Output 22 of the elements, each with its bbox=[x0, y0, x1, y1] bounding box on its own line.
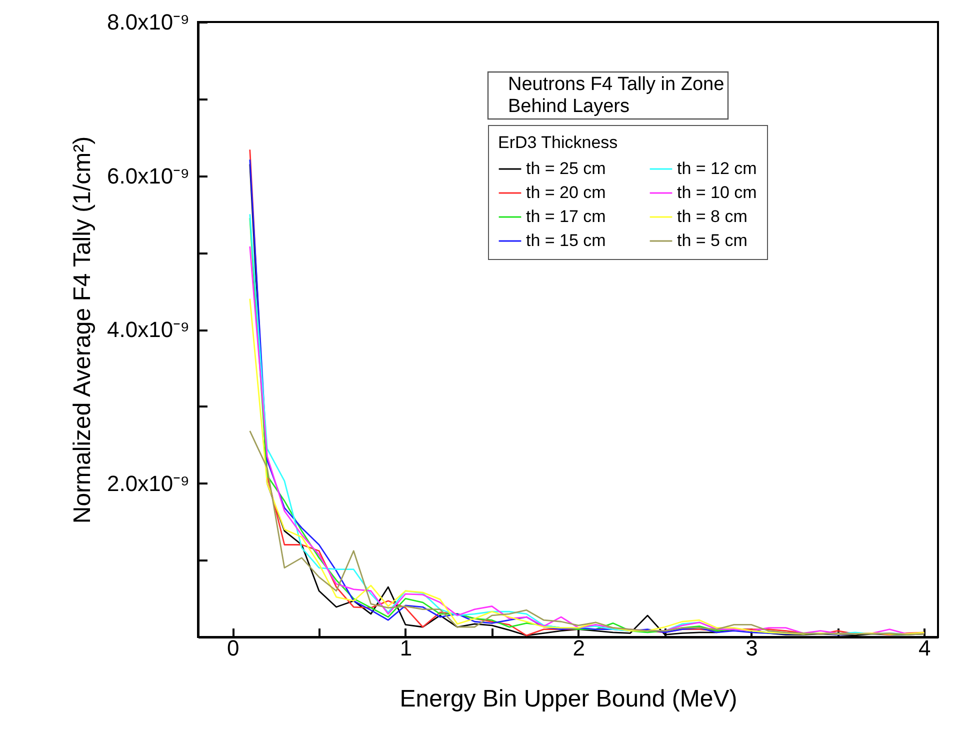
x-axis-title: Energy Bin Upper Bound (MeV) bbox=[400, 686, 738, 712]
x-tick-label: 2 bbox=[572, 636, 585, 660]
y-tick-label: 4.0x10⁻⁹ bbox=[107, 317, 190, 342]
legend-label: th = 15 cm bbox=[526, 231, 606, 250]
x-tick-label: 1 bbox=[400, 636, 412, 660]
x-tick-label: 3 bbox=[746, 636, 758, 660]
legend-label: th = 10 cm bbox=[677, 183, 757, 202]
legend-label: th = 17 cm bbox=[526, 207, 606, 226]
y-tick-label: 2.0x10⁻⁹ bbox=[107, 470, 190, 496]
annotation: Neutrons F4 Tally in Zone Behind Layers bbox=[508, 74, 724, 117]
legend-title: ErD3 Thickness bbox=[498, 133, 618, 152]
legend-label: th = 12 cm bbox=[677, 159, 757, 178]
legend-label: th = 8 cm bbox=[677, 207, 748, 226]
y-tick-label: 6.0x10⁻⁹ bbox=[107, 163, 190, 188]
y-axis-title: Normalized Average F4 Tally (1/cm²) bbox=[69, 136, 96, 524]
legend-label: th = 20 cm bbox=[526, 183, 606, 202]
legend-label: th = 25 cm bbox=[526, 159, 606, 178]
x-tick-label: 0 bbox=[226, 636, 240, 660]
legend-label: th = 5 cm bbox=[677, 231, 748, 250]
line-series bbox=[249, 430, 925, 636]
x-tick-label: 4 bbox=[918, 636, 931, 660]
y-tick-label: 8.0x10⁻⁹ bbox=[107, 10, 190, 34]
